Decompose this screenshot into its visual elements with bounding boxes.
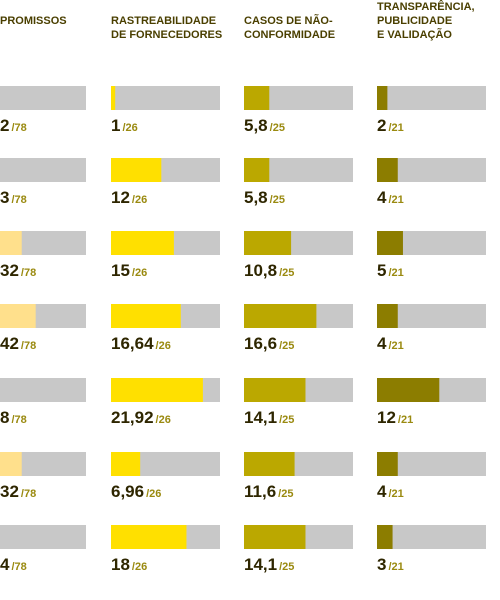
column-header: PROMISSOS: [0, 15, 67, 27]
max-label: /21: [388, 267, 403, 279]
max-label: /26: [122, 122, 137, 134]
value-label: 14,1: [244, 408, 277, 427]
bar: [111, 378, 203, 402]
max-label: /78: [11, 122, 26, 134]
value-label: 2: [377, 116, 386, 135]
max-label: /26: [156, 414, 171, 426]
bar: [111, 525, 187, 549]
bar-track: [377, 525, 486, 549]
value-label: 42: [0, 334, 19, 353]
max-label: /21: [388, 122, 403, 134]
max-label: /78: [21, 340, 36, 352]
bar-track: [0, 86, 86, 110]
max-label: /78: [11, 194, 26, 206]
column-header: CONFORMIDADE: [244, 29, 335, 41]
bar: [377, 378, 440, 402]
bar: [111, 86, 116, 110]
max-label: /78: [11, 561, 26, 573]
value-label: 4: [377, 188, 387, 207]
bar: [0, 304, 36, 328]
bar: [377, 452, 398, 476]
bar: [244, 231, 292, 255]
column-header: TRANSPARÊNCIA,: [377, 0, 475, 13]
bar-track: [111, 86, 220, 110]
max-label: /25: [270, 122, 285, 134]
max-label: /21: [388, 488, 403, 500]
value-label: 14,1: [244, 555, 277, 574]
max-label: /26: [132, 267, 147, 279]
max-label: /25: [278, 488, 293, 500]
bar: [111, 304, 181, 328]
max-label: /25: [279, 414, 294, 426]
bar: [377, 525, 393, 549]
value-label: 12: [111, 188, 130, 207]
max-label: /25: [279, 340, 294, 352]
bar: [244, 378, 306, 402]
bar: [244, 86, 270, 110]
value-label: 11,6: [244, 482, 276, 501]
max-label: /78: [11, 414, 26, 426]
column-header: CASOS DE NÃO-: [244, 14, 333, 27]
bar: [111, 452, 141, 476]
value-label: 8: [0, 408, 9, 427]
max-label: /78: [21, 488, 36, 500]
bar: [0, 231, 22, 255]
bar: [377, 86, 388, 110]
max-label: /25: [279, 561, 294, 573]
value-label: 1: [111, 116, 120, 135]
bar: [0, 452, 22, 476]
column-header: E VALIDAÇÃO: [377, 28, 452, 41]
bar: [377, 158, 398, 182]
bar: [377, 304, 398, 328]
column-header: DE FORNECEDORES: [111, 29, 222, 41]
value-label: 12: [377, 408, 396, 427]
bar: [244, 452, 295, 476]
max-label: /21: [388, 194, 403, 206]
max-label: /25: [270, 194, 285, 206]
bar: [244, 158, 270, 182]
max-label: /25: [279, 267, 294, 279]
value-label: 16,6: [244, 334, 277, 353]
bar: [377, 231, 403, 255]
value-label: 3: [0, 188, 9, 207]
max-label: /21: [388, 561, 403, 573]
bar-track: [377, 86, 486, 110]
max-label: /26: [132, 561, 147, 573]
bar: [244, 525, 306, 549]
value-label: 4: [377, 482, 387, 501]
value-label: 18: [111, 555, 130, 574]
value-label: 21,92: [111, 408, 154, 427]
max-label: /21: [398, 414, 413, 426]
value-label: 4: [0, 555, 10, 574]
bar: [111, 158, 162, 182]
column-header: PUBLICIDADE: [377, 15, 452, 27]
value-label: 32: [0, 261, 19, 280]
max-label: /21: [388, 340, 403, 352]
value-label: 32: [0, 482, 19, 501]
bar-track: [0, 158, 86, 182]
max-label: /26: [156, 340, 171, 352]
value-label: 5,8: [244, 116, 268, 135]
value-label: 5: [377, 261, 386, 280]
value-label: 4: [377, 334, 387, 353]
value-label: 5,8: [244, 188, 268, 207]
bar: [244, 304, 317, 328]
bar: [111, 231, 174, 255]
value-label: 16,64: [111, 334, 154, 353]
bar-track: [0, 525, 86, 549]
column-header: RASTREABILIDADE: [111, 15, 216, 27]
max-label: /26: [132, 194, 147, 206]
bar-track: [0, 378, 86, 402]
max-label: /78: [21, 267, 36, 279]
value-label: 3: [377, 555, 386, 574]
value-label: 2: [0, 116, 9, 135]
value-label: 6,96: [111, 482, 144, 501]
max-label: /26: [146, 488, 161, 500]
value-label: 10,8: [244, 261, 277, 280]
value-label: 15: [111, 261, 130, 280]
